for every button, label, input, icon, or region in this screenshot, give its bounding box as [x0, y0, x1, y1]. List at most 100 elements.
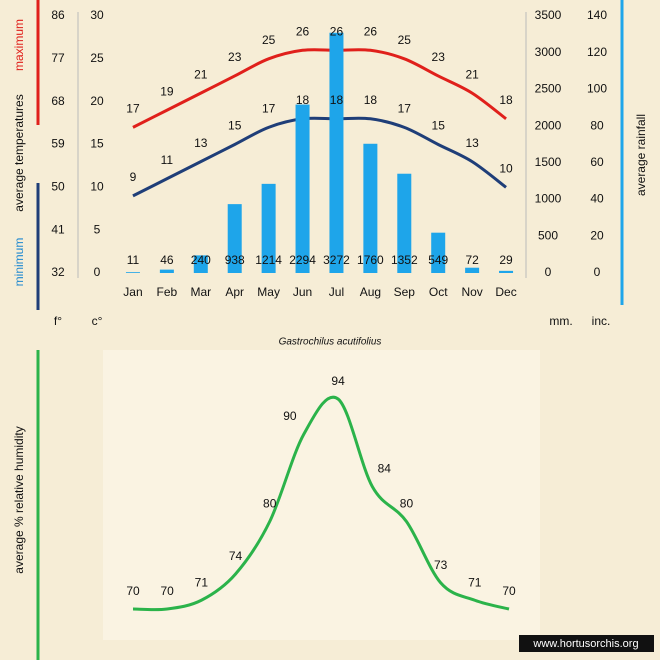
data-label: 72	[465, 253, 479, 267]
bar	[227, 204, 242, 273]
data-label: 11	[161, 153, 174, 167]
data-label: 80	[263, 497, 277, 511]
y-tick-label: 0	[94, 265, 101, 279]
data-label: 18	[296, 93, 310, 107]
data-label: 74	[229, 549, 243, 563]
f-tick-label: 68	[51, 94, 65, 108]
x-tick-label: Apr	[225, 285, 244, 299]
data-label: 25	[262, 33, 276, 47]
bar	[193, 255, 208, 273]
data-label: 70	[126, 584, 140, 598]
y-tick-label: 10	[90, 180, 104, 194]
data-label: 549	[428, 253, 448, 267]
in-tick-label: 0	[594, 265, 601, 279]
f-tick-label: 86	[51, 8, 65, 22]
y2-tick-label: 3500	[535, 8, 562, 22]
data-label: 84	[378, 462, 392, 476]
bar	[125, 272, 140, 273]
data-label: 71	[468, 575, 482, 589]
mm-units: mm.	[549, 314, 572, 328]
data-label: 15	[228, 119, 242, 133]
in-tick-label: 120	[587, 45, 607, 59]
f-tick-label: 59	[51, 137, 65, 151]
f-tick-label: 50	[51, 180, 65, 194]
f-tick-label: 32	[51, 265, 65, 279]
data-label: 15	[432, 119, 446, 133]
x-tick-label: May	[257, 285, 280, 299]
data-label: 25	[398, 33, 412, 47]
data-label: 23	[432, 50, 446, 64]
in-tick-label: 40	[590, 192, 604, 206]
y2-tick-label: 2000	[535, 118, 562, 132]
data-label: 240	[191, 253, 211, 267]
in-tick-label: 60	[590, 155, 604, 169]
y2-tick-label: 1500	[535, 155, 562, 169]
y2-tick-label: 0	[545, 265, 552, 279]
data-label: 17	[398, 102, 412, 116]
x-tick-label: Jun	[293, 285, 312, 299]
data-label: 10	[499, 162, 513, 176]
y-tick-label: 15	[90, 137, 104, 151]
bar	[261, 183, 276, 273]
data-label: 90	[283, 409, 297, 423]
data-label: 21	[465, 67, 479, 81]
bar	[295, 104, 310, 273]
data-label: 26	[364, 24, 378, 38]
x-tick-label: Jan	[123, 285, 142, 299]
data-label: 26	[296, 24, 310, 38]
in-tick-label: 140	[587, 8, 607, 22]
f-units: f°	[54, 314, 62, 328]
line	[132, 395, 510, 612]
y2-label: average rainfall	[634, 114, 648, 196]
data-label: 46	[160, 253, 174, 267]
bar	[363, 143, 378, 273]
data-label: 70	[502, 584, 516, 598]
bar	[329, 32, 344, 273]
data-label: 13	[194, 136, 208, 150]
bar	[465, 267, 480, 273]
in-tick-label: 20	[590, 228, 604, 242]
bar	[159, 269, 174, 273]
data-label: 26	[330, 24, 344, 38]
in-tick-label: 80	[590, 118, 604, 132]
bar	[397, 173, 412, 273]
x-tick-label: Mar	[190, 285, 211, 299]
f-tick-label: 77	[51, 51, 65, 65]
data-label: 1352	[391, 253, 418, 267]
data-label: 94	[331, 374, 345, 388]
in-tick-label: 100	[587, 82, 607, 96]
data-label: 2294	[289, 253, 316, 267]
data-label: 3272	[323, 253, 350, 267]
data-label: 17	[262, 102, 276, 116]
bar	[499, 270, 514, 273]
y-tick-label: 5	[94, 222, 101, 236]
watermark: www.hortusorchis.org	[532, 638, 638, 650]
y-tick-label: 20	[90, 94, 104, 108]
data-label: 70	[161, 584, 175, 598]
data-label: 9	[130, 170, 137, 184]
legend-min: minimum	[12, 238, 26, 287]
data-label: 18	[499, 93, 513, 107]
bar	[431, 232, 446, 273]
x-tick-label: Dec	[495, 285, 516, 299]
f-tick-label: 41	[51, 222, 65, 236]
line	[132, 48, 507, 129]
humidity-panel	[103, 350, 540, 640]
in-units: inc.	[592, 314, 611, 328]
data-label: 17	[126, 102, 140, 116]
data-label: 18	[364, 93, 378, 107]
data-label: 1214	[255, 253, 282, 267]
c-units: c°	[92, 314, 103, 328]
data-label: 80	[400, 497, 414, 511]
x-tick-label: Feb	[157, 285, 178, 299]
data-label: 71	[195, 575, 209, 589]
data-label: 938	[225, 253, 245, 267]
data-label: 19	[160, 84, 174, 98]
y2-tick-label: 2500	[535, 82, 562, 96]
caption: Gastrochilus acutifolius	[279, 337, 382, 348]
watermark-box	[519, 635, 654, 652]
y2-tick-label: 1000	[535, 192, 562, 206]
data-label: 13	[465, 136, 479, 150]
data-label: 29	[499, 253, 513, 267]
